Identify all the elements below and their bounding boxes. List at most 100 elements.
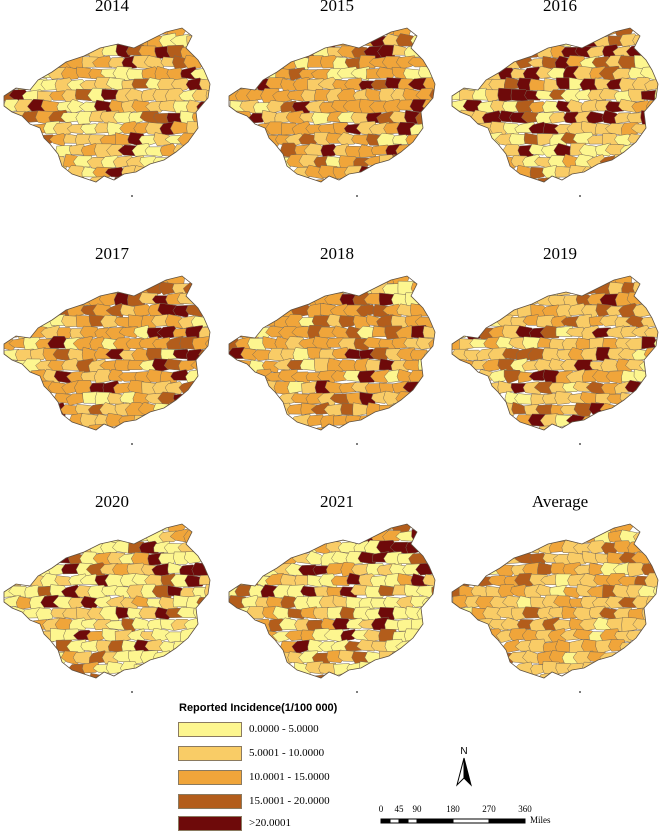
county-region <box>114 629 134 644</box>
county-region <box>652 585 658 600</box>
county-region <box>503 369 523 384</box>
county-region <box>357 370 379 384</box>
county-region <box>100 314 120 328</box>
panel-title: 2014 <box>95 0 129 15</box>
map-panel-2018: 2018 <box>225 244 449 496</box>
county-region <box>310 426 332 430</box>
county-region <box>229 326 248 338</box>
north-arrow-icon: N <box>449 745 479 789</box>
county-region <box>422 98 435 112</box>
county-region <box>79 325 99 340</box>
county-region <box>85 423 110 430</box>
county-region <box>199 78 210 92</box>
county-region <box>332 530 350 541</box>
county-region <box>627 562 648 578</box>
panel-title: 2019 <box>543 244 577 263</box>
county-region <box>333 281 354 294</box>
county-region <box>382 530 402 542</box>
county-region <box>429 89 435 102</box>
province-border <box>451 275 659 431</box>
island-marker <box>356 443 358 445</box>
county-region <box>152 403 175 416</box>
county-region <box>410 303 429 317</box>
county-region <box>170 77 192 92</box>
county-region <box>106 144 127 157</box>
province-border <box>3 27 211 183</box>
map-panel-2021: 2021 <box>225 492 449 744</box>
county-region <box>89 672 109 678</box>
map-panel-2017: 2017 <box>0 244 224 496</box>
choropleth-map <box>228 27 436 197</box>
county-region <box>344 77 364 91</box>
province-border <box>3 275 211 431</box>
county-region <box>411 528 431 541</box>
legend-item: 5.0001 - 10.0000 <box>178 746 378 762</box>
county-region <box>79 573 100 586</box>
county-region <box>66 99 87 114</box>
county-region <box>489 55 511 69</box>
county-region <box>392 606 410 620</box>
scale-tick-label: 0 <box>378 804 384 814</box>
county-region <box>537 672 555 678</box>
county-region <box>204 583 210 600</box>
legend-item: 10.0001 - 15.0000 <box>178 770 378 786</box>
county-region <box>490 553 511 564</box>
province-border <box>228 27 436 183</box>
county-region <box>516 57 534 69</box>
county-region <box>42 302 61 318</box>
legend-label: 0.0000 - 5.0000 <box>249 723 319 735</box>
choropleth-map <box>451 523 659 693</box>
county-region <box>632 529 652 541</box>
county-region <box>82 391 99 404</box>
island-marker <box>579 691 581 693</box>
county-region <box>586 45 608 59</box>
island-marker <box>131 691 133 693</box>
county-region <box>198 574 210 585</box>
choropleth-map <box>3 275 211 445</box>
county-region <box>644 78 658 91</box>
legend-item: 0.0000 - 5.0000 <box>178 722 378 738</box>
panel-title: Average <box>531 492 589 511</box>
map-panel-average: Average <box>448 492 671 744</box>
map-panel-2015: 2015 <box>225 0 449 248</box>
county-region <box>539 325 561 339</box>
county-region <box>268 303 288 316</box>
county-region <box>626 291 648 306</box>
county-region <box>358 415 376 426</box>
province-border <box>228 275 436 431</box>
scale-bar-graphic <box>380 818 526 824</box>
legend-item: >20.0001 <box>178 816 378 832</box>
county-region <box>85 176 107 182</box>
county-region <box>196 596 210 609</box>
county-region <box>4 573 22 586</box>
county-region <box>422 325 435 339</box>
county-region <box>568 164 588 180</box>
county-region <box>537 425 556 430</box>
county-region <box>339 176 359 182</box>
county-region <box>133 414 154 427</box>
panel-title: 2015 <box>320 0 354 15</box>
county-region <box>395 33 418 47</box>
map-panel-2020: 2020 <box>0 492 224 744</box>
province-border <box>451 27 659 183</box>
county-region <box>488 304 509 318</box>
county-region <box>640 110 658 126</box>
panel-title: 2021 <box>320 492 354 511</box>
north-label: N <box>460 746 467 757</box>
county-region <box>113 426 135 430</box>
county-region <box>624 380 647 396</box>
choropleth-map <box>228 523 436 693</box>
county-region <box>350 66 371 81</box>
county-region <box>294 574 311 586</box>
panel-title: 2020 <box>95 492 129 511</box>
legend-swatch <box>178 722 242 737</box>
county-region <box>80 123 99 135</box>
county-region <box>92 166 113 178</box>
county-region <box>644 325 658 338</box>
county-region <box>592 369 614 383</box>
county-region <box>619 642 641 654</box>
map-panel-2014: 2014 <box>0 0 224 248</box>
county-region <box>118 326 140 339</box>
county-region <box>198 327 210 340</box>
panel-title: 2016 <box>543 0 577 15</box>
